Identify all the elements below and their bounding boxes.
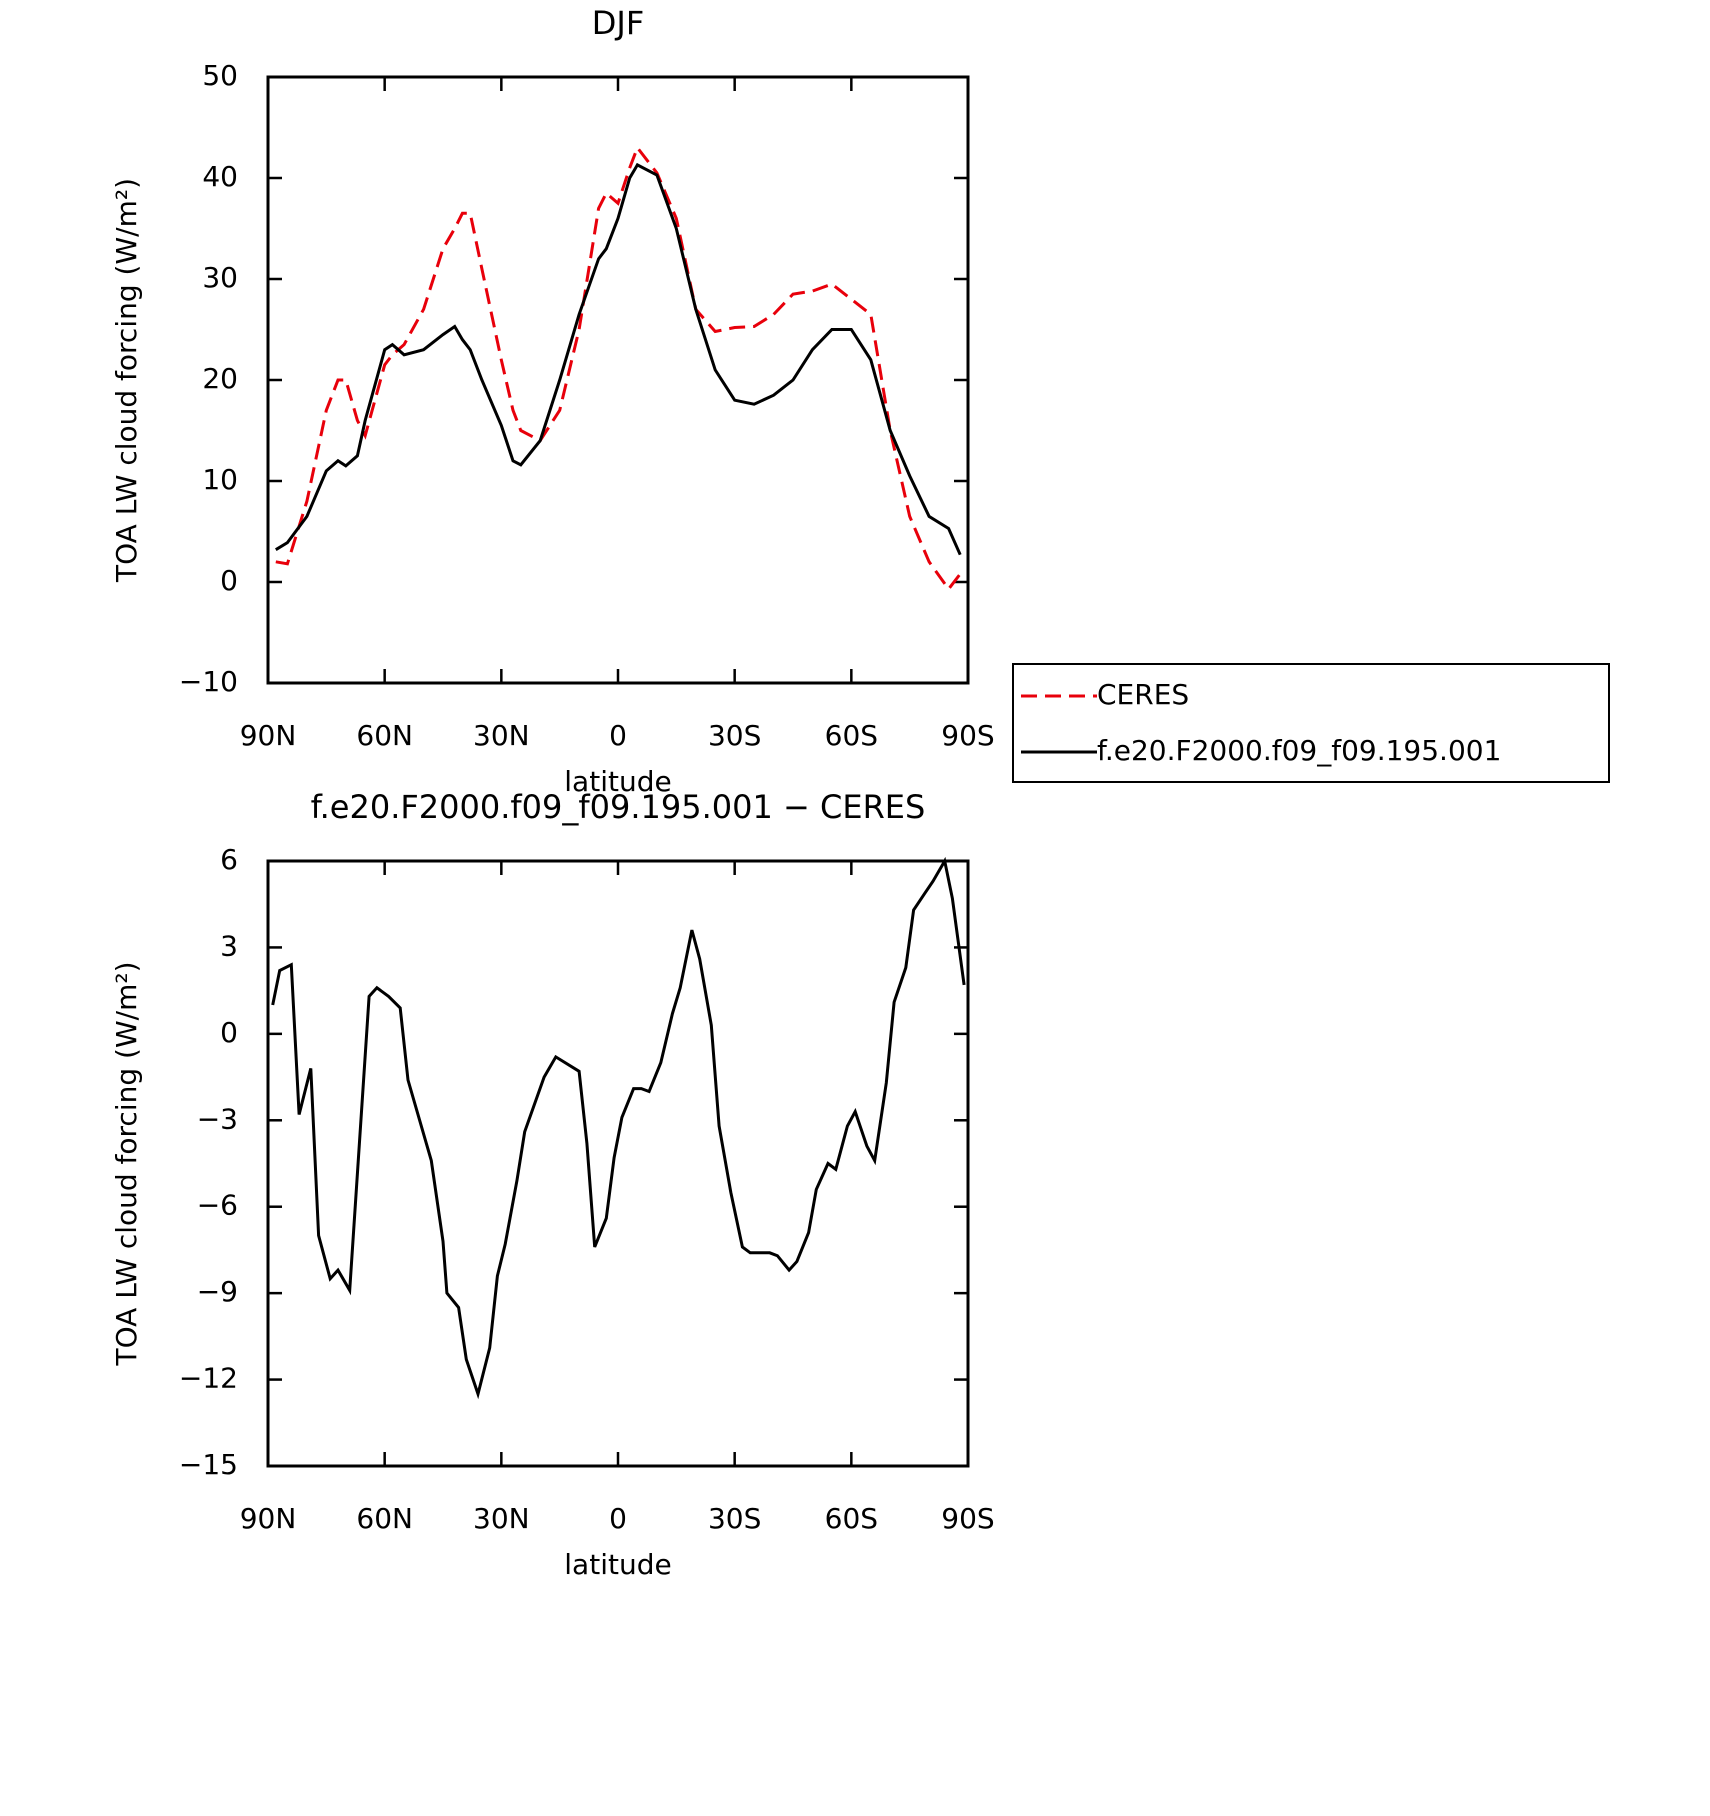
y-tick-label: −12 — [179, 1362, 238, 1395]
x-tick-label: 90S — [941, 719, 994, 752]
y-tick-label: 20 — [202, 362, 238, 395]
y-tick-label: −3 — [197, 1102, 238, 1135]
x-axis-label: latitude — [564, 765, 671, 798]
chart-title: f.e20.F2000.f09_f09.195.001 − CERES — [311, 788, 926, 826]
y-tick-label: 0 — [220, 1016, 238, 1049]
plot-frame — [266, 859, 970, 1468]
data-line — [271, 856, 966, 1400]
x-axis-label: latitude — [564, 1548, 671, 1581]
y-tick-label: −9 — [197, 1275, 238, 1308]
x-tick-label: 90S — [941, 1502, 994, 1535]
legend-label: f.e20.F2000.f09_f09.195.001 — [1097, 734, 1501, 767]
y-axis-label: TOA LW cloud forcing (W/m²) — [110, 178, 143, 583]
y-tick-label: −6 — [197, 1189, 238, 1222]
y-tick-label: 10 — [202, 463, 238, 496]
legend-box — [1012, 663, 1610, 783]
x-tick-label: 30S — [708, 719, 761, 752]
chart-title: DJF — [592, 4, 644, 42]
y-tick-label: 50 — [202, 59, 238, 92]
y-tick-label: 40 — [202, 160, 238, 193]
plot-frame — [266, 75, 970, 685]
x-tick-label: 60N — [356, 719, 413, 752]
y-tick-label: 6 — [220, 843, 238, 876]
y-axis-label: TOA LW cloud forcing (W/m²) — [110, 962, 143, 1367]
y-tick-label: −10 — [179, 665, 238, 698]
y-tick-label: 30 — [202, 261, 238, 294]
x-tick-label: 60S — [825, 719, 878, 752]
x-tick-label: 90N — [240, 1502, 297, 1535]
x-tick-label: 30N — [473, 719, 530, 752]
data-line — [275, 162, 962, 556]
x-tick-label: 30N — [473, 1502, 530, 1535]
x-tick-label: 0 — [609, 1502, 627, 1535]
x-tick-label: 30S — [708, 1502, 761, 1535]
x-tick-label: 90N — [240, 719, 297, 752]
data-line — [275, 144, 962, 592]
y-tick-label: 0 — [220, 564, 238, 597]
y-tick-label: −15 — [179, 1448, 238, 1481]
y-tick-label: 3 — [220, 929, 238, 962]
x-tick-label: 60N — [356, 1502, 413, 1535]
x-tick-label: 60S — [825, 1502, 878, 1535]
x-tick-label: 0 — [609, 719, 627, 752]
legend-label: CERES — [1097, 678, 1189, 711]
